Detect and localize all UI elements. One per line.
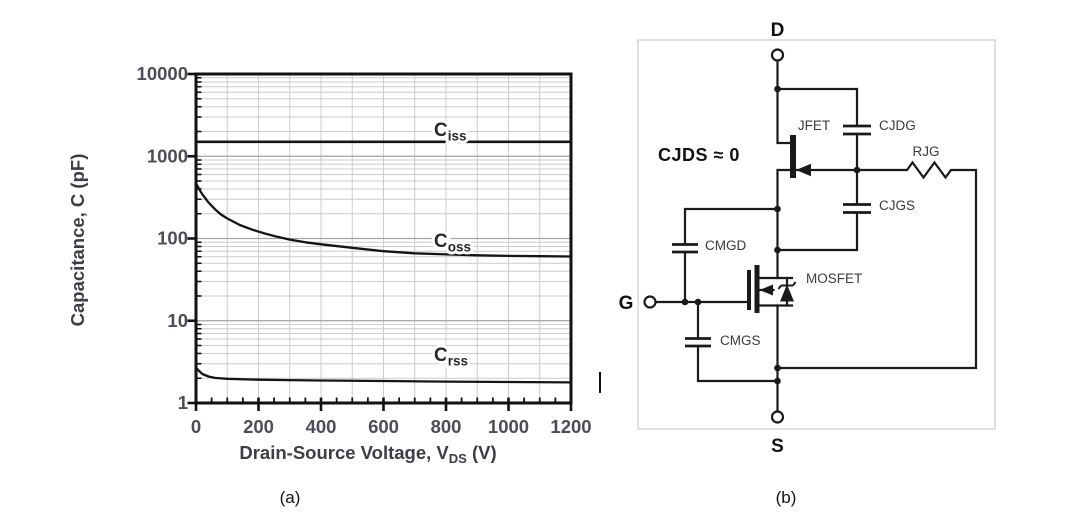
wire-cmgd-top bbox=[683, 207, 779, 246]
cjdg-capacitor bbox=[843, 124, 871, 136]
y-tick-labels: 1 10 100 1000 10000 bbox=[137, 63, 188, 413]
wire-cmgs-bottom bbox=[696, 345, 779, 383]
cmgs-label: CMGS bbox=[720, 333, 761, 348]
mosfet-equivalent-circuit: D G S CJDS ≈ 0 JFET CJDG RJG CJGS CMGD M… bbox=[619, 20, 996, 457]
panel-b-caption: (b) bbox=[775, 488, 797, 507]
cjgs-capacitor bbox=[843, 203, 871, 214]
svg-text:800: 800 bbox=[431, 416, 462, 437]
junction-dots bbox=[681, 85, 861, 385]
wire-cjgs-bottom bbox=[776, 211, 859, 252]
cjds-note: CJDS ≈ 0 bbox=[658, 145, 740, 165]
wire-gate-rjg-rail bbox=[776, 160, 978, 370]
gate-terminal-icon bbox=[643, 295, 657, 309]
jfet-symbol bbox=[790, 135, 811, 178]
y-axis-title: Capacitance, C (pF) bbox=[67, 154, 88, 327]
svg-text:1000: 1000 bbox=[488, 416, 529, 437]
wire-d-to-cjdg bbox=[776, 87, 859, 127]
wire-drain bbox=[776, 59, 792, 145]
curve-Crss bbox=[195, 366, 572, 384]
cmgd-capacitor bbox=[672, 243, 698, 254]
cjdg-label: CJDG bbox=[879, 118, 916, 133]
x-tick-labels: 0 200 400 600 800 1000 1200 bbox=[191, 416, 592, 437]
cjgs-label: CJGS bbox=[879, 198, 915, 213]
svg-text:400: 400 bbox=[306, 416, 337, 437]
curve-Coss bbox=[194, 182, 572, 258]
svg-text:10000: 10000 bbox=[137, 63, 188, 84]
terminal-circles bbox=[643, 48, 785, 424]
capacitor-plates bbox=[672, 124, 871, 348]
drain-terminal-icon bbox=[770, 48, 785, 62]
curve-label-Ciss: Ciss bbox=[434, 120, 467, 144]
body-diode-icon bbox=[777, 281, 797, 302]
x-axis-title: Drain-Source Voltage, VDS (V) bbox=[239, 442, 496, 466]
axis-ticks bbox=[187, 72, 573, 411]
gate-terminal-label: G bbox=[619, 293, 634, 314]
text-cursor-artifact bbox=[599, 372, 601, 393]
source-terminal-icon bbox=[770, 410, 785, 424]
curve-label-Coss: Coss bbox=[434, 231, 471, 255]
svg-text:1000: 1000 bbox=[147, 145, 188, 166]
svg-text:0: 0 bbox=[191, 416, 201, 437]
cmgd-label: CMGD bbox=[705, 238, 746, 253]
circuit-wires bbox=[654, 59, 978, 413]
panel-a-caption: (a) bbox=[279, 488, 301, 507]
wire-jfet-source bbox=[776, 168, 792, 280]
panel-border bbox=[637, 39, 996, 430]
mosfet-body-arrow-icon bbox=[759, 284, 773, 296]
svg-text:600: 600 bbox=[368, 416, 399, 437]
svg-text:100: 100 bbox=[157, 228, 188, 249]
mosfet-symbol bbox=[747, 265, 773, 313]
source-terminal-label: S bbox=[771, 436, 784, 457]
svg-text:1: 1 bbox=[178, 392, 188, 413]
svg-text:200: 200 bbox=[243, 416, 274, 437]
rjg-label: RJG bbox=[913, 144, 940, 159]
curve-label-Crss: Crss bbox=[434, 345, 468, 369]
jfet-gate-arrow-icon bbox=[796, 163, 811, 177]
mosfet-label: MOSFET bbox=[806, 271, 862, 286]
cmgs-capacitor bbox=[685, 337, 711, 348]
jfet-label: JFET bbox=[798, 118, 830, 133]
drain-terminal-label: D bbox=[771, 20, 785, 41]
svg-text:1200: 1200 bbox=[550, 416, 591, 437]
svg-text:10: 10 bbox=[167, 310, 188, 331]
grid-major bbox=[196, 155, 571, 322]
